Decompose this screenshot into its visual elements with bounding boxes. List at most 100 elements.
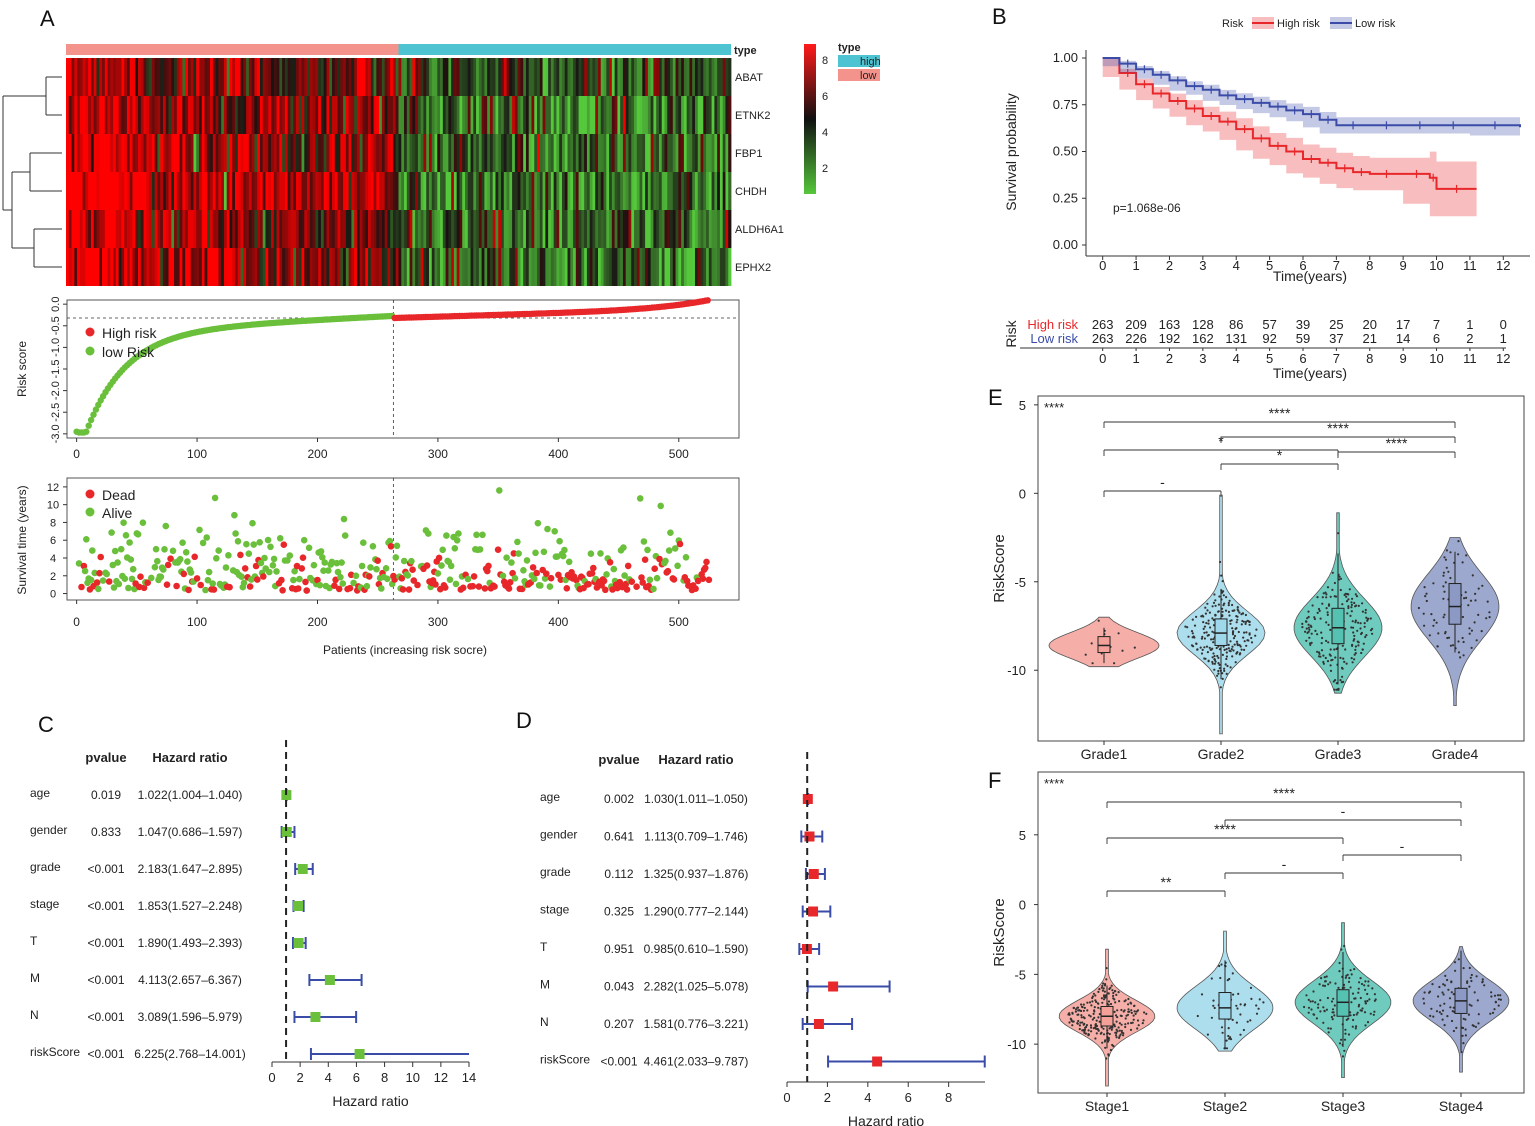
heatmap-cell bbox=[99, 248, 103, 286]
survival-point bbox=[316, 581, 324, 589]
heatmap-cell bbox=[561, 96, 566, 134]
heatmap-cell bbox=[140, 58, 144, 96]
violin-point bbox=[1488, 616, 1491, 619]
survival-point bbox=[628, 578, 636, 585]
heatmap-cell bbox=[478, 96, 483, 134]
heatmap-cell bbox=[293, 248, 297, 286]
heatmap-cell bbox=[298, 58, 302, 96]
heatmap-cell bbox=[553, 96, 557, 134]
heatmap-cell bbox=[309, 210, 313, 248]
heatmap-cell bbox=[534, 134, 538, 172]
survival-point bbox=[533, 569, 540, 577]
violin-point bbox=[1462, 967, 1465, 970]
heatmap-cell bbox=[550, 96, 555, 134]
survival-point bbox=[296, 575, 303, 583]
heatmap-cell bbox=[362, 210, 366, 248]
heatmap-cell bbox=[719, 248, 724, 286]
type-legend-swatch-high bbox=[838, 55, 880, 67]
heatmap-cell bbox=[451, 134, 455, 172]
heatmap-cell bbox=[182, 58, 186, 96]
violin-point bbox=[1231, 609, 1234, 612]
violin-point bbox=[1352, 626, 1355, 629]
heatmap-cell bbox=[179, 172, 183, 210]
violin-point bbox=[1363, 625, 1366, 628]
heatmap-cell bbox=[656, 58, 660, 96]
heatmap-cell bbox=[174, 96, 178, 134]
violin-point bbox=[1329, 664, 1332, 667]
survival-point bbox=[96, 569, 103, 577]
heatmap-cell bbox=[187, 172, 192, 210]
violin-point bbox=[1224, 609, 1228, 612]
heatmap-cell bbox=[442, 134, 446, 172]
heatmap-cell bbox=[320, 210, 325, 248]
survival-point bbox=[302, 578, 309, 586]
heatmap-cell bbox=[442, 172, 446, 210]
violin-point bbox=[1222, 604, 1225, 607]
violin-point bbox=[1445, 566, 1448, 569]
survival-point bbox=[378, 585, 385, 592]
heatmap-cell bbox=[318, 134, 322, 172]
heatmap-cell bbox=[129, 248, 133, 286]
y-tick-label: -2.5 bbox=[50, 403, 62, 422]
heatmap-cell bbox=[240, 96, 244, 134]
heatmap-cell bbox=[199, 134, 203, 172]
violin-point bbox=[1320, 642, 1323, 645]
heatmap-cell bbox=[307, 134, 311, 172]
heatmap-cell bbox=[381, 58, 386, 96]
violin-point bbox=[1457, 553, 1460, 556]
violin-point bbox=[1211, 647, 1214, 650]
heatmap-cell bbox=[550, 172, 555, 210]
heatmap-cell bbox=[381, 134, 386, 172]
heatmap-cell bbox=[542, 210, 546, 248]
violin-point bbox=[1190, 630, 1194, 633]
heatmap-cell bbox=[384, 96, 388, 134]
risktable-x-tick-label: 11 bbox=[1463, 351, 1477, 366]
violin-point bbox=[1335, 682, 1338, 685]
heatmap-cell bbox=[126, 58, 131, 96]
violin-point bbox=[1437, 632, 1440, 635]
heatmap-cell bbox=[520, 248, 524, 286]
heatmap-cell bbox=[647, 58, 652, 96]
survival-point bbox=[83, 536, 90, 543]
heatmap-cell bbox=[714, 172, 718, 210]
survival-point bbox=[638, 574, 645, 581]
heatmap-cell bbox=[495, 96, 499, 134]
violin-point bbox=[1324, 591, 1327, 594]
heatmap-cell bbox=[645, 210, 649, 248]
heatmap-cell bbox=[404, 210, 408, 248]
heatmap-cell bbox=[229, 248, 233, 286]
heatmap-cell bbox=[534, 58, 538, 96]
heatmap-cell bbox=[110, 96, 114, 134]
heatmap-cell bbox=[484, 58, 488, 96]
heatmap-cell bbox=[343, 172, 347, 210]
violin-point bbox=[1350, 1001, 1353, 1004]
violin-point bbox=[1342, 657, 1345, 660]
violin-point bbox=[1118, 1000, 1121, 1003]
survival-point bbox=[173, 582, 180, 590]
violin-point bbox=[1231, 1018, 1234, 1022]
violin-point bbox=[1474, 599, 1477, 602]
heatmap-cell bbox=[301, 96, 305, 134]
heatmap-cell bbox=[440, 134, 444, 172]
heatmap-cell bbox=[326, 248, 330, 286]
type-legend-label-low: low bbox=[860, 70, 877, 82]
violin-point bbox=[1489, 1012, 1492, 1015]
heatmap-cell bbox=[556, 210, 560, 248]
heatmap-cell bbox=[157, 248, 161, 286]
violin-point bbox=[1225, 1047, 1229, 1050]
heatmap-cell bbox=[351, 58, 355, 96]
violin-point bbox=[1327, 1031, 1330, 1034]
km-legend-label: Low risk bbox=[1355, 18, 1396, 30]
forest-point bbox=[293, 901, 304, 911]
heatmap-cell bbox=[196, 210, 200, 248]
heatmap-cell bbox=[445, 172, 449, 210]
survival-point bbox=[511, 575, 519, 582]
violin-point bbox=[1347, 1017, 1350, 1020]
violin-point bbox=[1441, 1018, 1444, 1021]
heatmap-cell bbox=[301, 210, 305, 248]
heatmap-cell bbox=[187, 96, 192, 134]
heatmap-cell bbox=[135, 172, 139, 210]
heatmap-cell bbox=[700, 172, 704, 210]
heatmap-cell bbox=[329, 248, 333, 286]
heatmap-cell bbox=[398, 248, 402, 286]
